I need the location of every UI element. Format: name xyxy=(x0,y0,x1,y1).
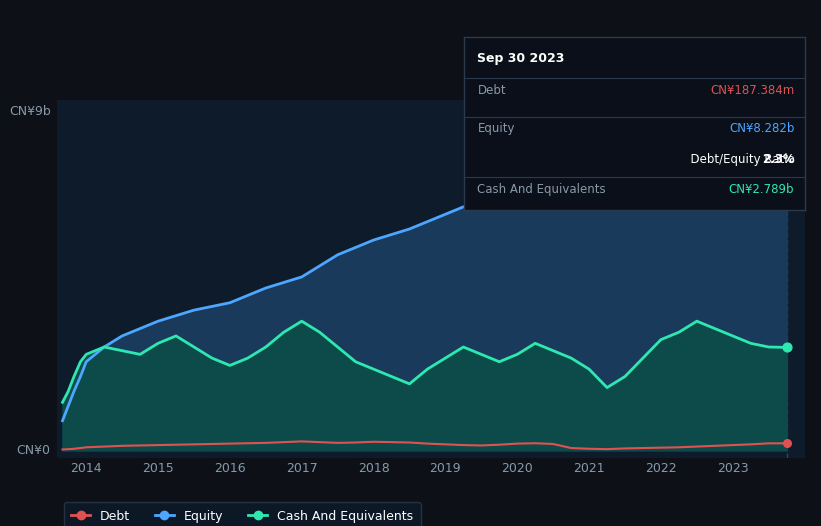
Point xyxy=(780,439,793,448)
Point xyxy=(780,343,793,351)
Text: Equity: Equity xyxy=(478,122,515,135)
Text: CN¥0: CN¥0 xyxy=(16,444,51,457)
Text: Debt/Equity Ratio: Debt/Equity Ratio xyxy=(667,153,795,166)
Text: Cash And Equivalents: Cash And Equivalents xyxy=(478,183,606,196)
Text: Debt: Debt xyxy=(478,84,506,97)
Text: CN¥9b: CN¥9b xyxy=(9,105,51,118)
Text: CN¥187.384m: CN¥187.384m xyxy=(710,84,795,97)
Legend: Debt, Equity, Cash And Equivalents: Debt, Equity, Cash And Equivalents xyxy=(64,502,420,526)
Text: CN¥8.282b: CN¥8.282b xyxy=(729,122,795,135)
Text: Sep 30 2023: Sep 30 2023 xyxy=(478,53,565,65)
Text: CN¥2.789b: CN¥2.789b xyxy=(729,183,795,196)
Text: 2.3%: 2.3% xyxy=(762,153,795,166)
Point xyxy=(780,140,793,149)
